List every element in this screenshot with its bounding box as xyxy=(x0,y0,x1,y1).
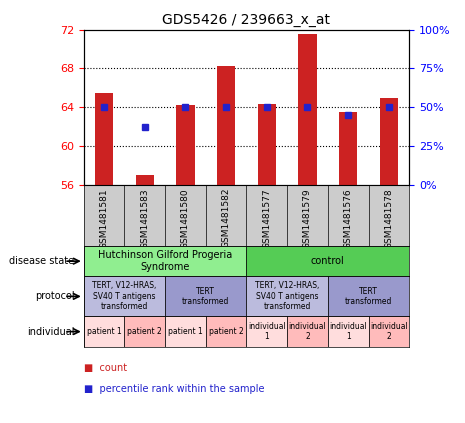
Bar xyxy=(176,105,194,185)
Text: TERT
transformed: TERT transformed xyxy=(182,287,229,306)
Bar xyxy=(246,246,409,276)
Bar xyxy=(299,34,317,185)
Text: patient 2: patient 2 xyxy=(209,327,244,336)
Bar xyxy=(84,316,124,347)
Text: Hutchinson Gilford Progeria
Syndrome: Hutchinson Gilford Progeria Syndrome xyxy=(98,250,232,272)
Bar xyxy=(287,316,328,347)
Text: GSM1481580: GSM1481580 xyxy=(181,188,190,249)
Title: GDS5426 / 239663_x_at: GDS5426 / 239663_x_at xyxy=(162,13,331,27)
Text: individual
1: individual 1 xyxy=(248,322,286,341)
Bar xyxy=(136,175,154,185)
Bar xyxy=(95,93,113,185)
Text: GSM1481581: GSM1481581 xyxy=(100,188,108,249)
Bar xyxy=(217,66,235,185)
Text: individual
2: individual 2 xyxy=(370,322,408,341)
Text: patient 2: patient 2 xyxy=(127,327,162,336)
Text: GSM1481583: GSM1481583 xyxy=(140,188,149,249)
Bar xyxy=(165,276,246,316)
Text: ■  count: ■ count xyxy=(84,363,127,373)
Text: TERT
transformed: TERT transformed xyxy=(345,287,392,306)
Text: TERT, V12-HRAS,
SV40 T antigens
transformed: TERT, V12-HRAS, SV40 T antigens transfor… xyxy=(92,281,157,311)
Bar xyxy=(328,316,368,347)
Text: TERT, V12-HRAS,
SV40 T antigens
transformed: TERT, V12-HRAS, SV40 T antigens transfor… xyxy=(255,281,319,311)
Bar xyxy=(258,104,276,185)
Text: control: control xyxy=(311,256,345,266)
Text: GSM1481582: GSM1481582 xyxy=(222,188,231,248)
Bar xyxy=(380,98,398,185)
Bar xyxy=(246,316,287,347)
Text: patient 1: patient 1 xyxy=(86,327,121,336)
Text: patient 1: patient 1 xyxy=(168,327,203,336)
Bar xyxy=(368,316,409,347)
Text: GSM1481579: GSM1481579 xyxy=(303,188,312,249)
Text: disease state: disease state xyxy=(9,256,74,266)
Text: GSM1481576: GSM1481576 xyxy=(344,188,352,249)
Bar xyxy=(328,276,409,316)
Text: individual: individual xyxy=(27,327,74,337)
Bar xyxy=(165,316,206,347)
Text: protocol: protocol xyxy=(35,291,74,302)
Bar xyxy=(84,246,246,276)
Text: ■  percentile rank within the sample: ■ percentile rank within the sample xyxy=(84,384,264,394)
Text: individual
2: individual 2 xyxy=(289,322,326,341)
Bar xyxy=(339,112,357,185)
Text: individual
1: individual 1 xyxy=(329,322,367,341)
Text: GSM1481577: GSM1481577 xyxy=(262,188,271,249)
Bar xyxy=(206,316,246,347)
Bar xyxy=(124,316,165,347)
Bar xyxy=(246,276,328,316)
Bar xyxy=(84,276,165,316)
Text: GSM1481578: GSM1481578 xyxy=(385,188,393,249)
